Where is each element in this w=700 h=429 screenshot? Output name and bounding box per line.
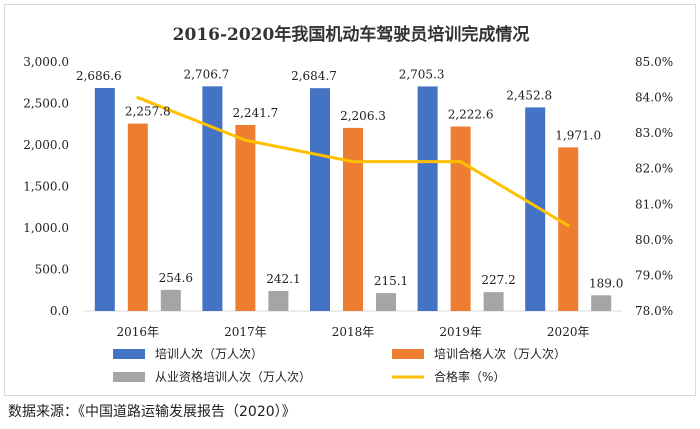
data-label: 2,684.7: [291, 69, 337, 83]
chart-svg: 2016-2020年我国机动车驾驶员培训完成情况 0.0 500.0 1,000.0…: [23, 24, 673, 384]
left-tick-label: 3,000.0: [23, 55, 69, 69]
x-tick-label: 2019年: [439, 325, 482, 339]
x-tick-label: 2017年: [224, 325, 267, 339]
right-tick-label: 79.0%: [635, 268, 673, 282]
left-tick-label: 2,500.0: [23, 97, 69, 111]
data-label: 227.2: [481, 273, 515, 287]
left-tick-label: 2,000.0: [23, 138, 69, 152]
bar-series3-4: [483, 292, 504, 311]
data-label: 1,971.0: [555, 128, 601, 142]
left-tick-label: 1,000.0: [23, 221, 69, 235]
data-label: 254.6: [159, 271, 193, 285]
legend-item: 培训人次（万人次）: [113, 346, 263, 361]
bar-series3-3: [376, 293, 396, 311]
legend-label: 培训合格人次（万人次）: [434, 346, 566, 361]
line-point-3: [351, 160, 355, 164]
bar-series2-1: [127, 123, 148, 311]
bar-series1-4: [417, 86, 438, 311]
x-tick-label: 2018年: [332, 325, 375, 339]
right-tick-label: 78.0%: [635, 304, 673, 318]
x-axis-labels: 2016年 2017年 2018年 2019年 2020年: [117, 325, 590, 339]
bar-series2-4: [450, 126, 471, 311]
bar-series2-5: [558, 147, 579, 311]
line-point-5: [566, 224, 570, 228]
legend-item: 培训合格人次（万人次）: [392, 346, 566, 361]
data-label: 2,222.6: [448, 108, 494, 122]
legend: 培训人次（万人次） 培训合格人次（万人次） 从业资格培训人次（万人次） 合格率（%）: [113, 346, 566, 384]
source-note: 数据来源：《中国道路运输发展报告（2020）》: [8, 404, 296, 420]
bar-series2-2: [235, 124, 256, 311]
bar-series1-5: [525, 107, 546, 311]
left-axis: 0.0 500.0 1,000.0 1,500.0 2,000.0 2,500.0 3,00…: [23, 55, 69, 318]
bar-series1-1: [94, 88, 115, 311]
legend-item: 合格率（%）: [392, 369, 505, 384]
legend-swatch: [113, 372, 145, 382]
chart-container: 2016-2020年我国机动车驾驶员培训完成情况 0.0 500.0 1,000.0…: [4, 4, 696, 396]
data-label: 2,686.6: [76, 69, 122, 83]
right-axis: 78.0% 79.0% 80.0% 81.0% 82.0% 83.0% 84.0% 85.0%: [635, 55, 673, 318]
data-label: 2,241.7: [232, 106, 278, 120]
right-tick-label: 80.0%: [635, 233, 673, 247]
data-label: 215.1: [374, 274, 408, 288]
right-tick-label: 82.0%: [635, 162, 673, 176]
bar-series3-5: [591, 295, 612, 311]
data-label: 2,705.3: [399, 67, 445, 81]
legend-item: 从业资格培训人次（万人次）: [113, 369, 311, 384]
bar-series2-3: [343, 127, 363, 311]
bar-series1-2: [202, 86, 223, 311]
x-tick-label: 2016年: [117, 325, 160, 339]
legend-swatch: [392, 349, 424, 359]
chart-title: 2016-2020年我国机动车驾驶员培训完成情况: [173, 24, 530, 45]
data-label: 2,257.8: [125, 105, 171, 119]
data-label: 189.0: [589, 276, 623, 290]
line-point-1: [136, 96, 140, 100]
left-tick-label: 1,500.0: [23, 180, 69, 194]
data-label: 2,706.7: [183, 67, 229, 81]
line-point-4: [459, 160, 463, 164]
x-tick-label: 2020年: [547, 325, 590, 339]
data-label: 242.1: [266, 272, 300, 286]
left-tick-label: 500.0: [35, 263, 69, 277]
data-labels-group: 2,686.6 2,257.8 254.6 2,706.7 2,241.7 242.1 2,…: [76, 67, 623, 290]
legend-label: 培训人次（万人次）: [155, 346, 263, 361]
right-tick-label: 81.0%: [635, 197, 673, 211]
line-point-2: [243, 138, 247, 142]
bar-series3-1: [160, 289, 181, 311]
bar-series3-2: [268, 290, 289, 311]
legend-label: 合格率（%）: [434, 369, 505, 384]
legend-label: 从业资格培训人次（万人次）: [155, 369, 311, 384]
left-tick-label: 0.0: [50, 304, 69, 318]
right-tick-label: 84.0%: [635, 91, 673, 105]
bars-group: [94, 86, 612, 312]
data-label: 2,452.8: [506, 88, 552, 102]
line-series-group: [136, 96, 570, 228]
legend-swatch: [113, 349, 145, 359]
data-label: 2,206.3: [340, 109, 386, 123]
right-tick-label: 83.0%: [635, 126, 673, 140]
right-tick-label: 85.0%: [635, 55, 673, 69]
bar-series1-3: [310, 88, 330, 312]
